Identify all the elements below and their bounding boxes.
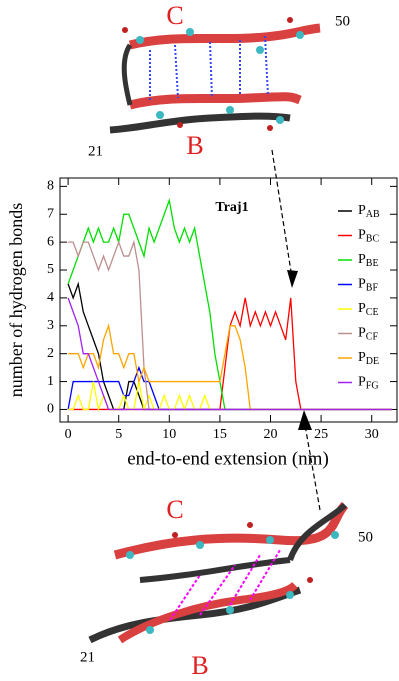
x-tick-label: 10 bbox=[162, 427, 176, 442]
series-line bbox=[68, 381, 392, 412]
legend-label: PCF bbox=[358, 326, 378, 343]
arrow-top bbox=[271, 149, 293, 279]
legend-label: PCE bbox=[358, 301, 379, 318]
x-axis-label: end-to-end extension (nm) bbox=[127, 448, 329, 469]
y-tick-label: 2 bbox=[47, 346, 54, 361]
series-line bbox=[67, 297, 392, 411]
series-line bbox=[68, 323, 392, 411]
label: C bbox=[166, 495, 183, 524]
structure-labels: C 50 21 B C 50 21 B bbox=[80, 1, 373, 680]
label: B bbox=[186, 131, 203, 160]
legend-label: PFG bbox=[358, 375, 379, 392]
series-line bbox=[67, 365, 392, 411]
structure-top bbox=[109, 17, 321, 134]
x-tick-label: 0 bbox=[65, 427, 72, 442]
y-tick-label: 8 bbox=[47, 179, 54, 194]
legend-label: PBC bbox=[358, 228, 379, 245]
x-tick-label: 25 bbox=[314, 427, 328, 442]
x-tick-label: 30 bbox=[365, 427, 379, 442]
structure-bottom bbox=[88, 501, 349, 644]
label: 50 bbox=[335, 13, 350, 29]
legend-label: PDE bbox=[358, 350, 379, 367]
label: 21 bbox=[88, 143, 103, 159]
plot-frame bbox=[59, 177, 398, 423]
x-tick-label: 20 bbox=[263, 427, 277, 442]
legend-label: PBF bbox=[358, 277, 378, 294]
y-axis-label: number of hydrogen bonds bbox=[6, 203, 26, 397]
series-line bbox=[67, 281, 392, 411]
legend-label: PBE bbox=[358, 252, 379, 269]
y-tick-label: 7 bbox=[47, 206, 54, 221]
y-tick-label: 1 bbox=[47, 374, 54, 389]
y-tick-label: 4 bbox=[47, 290, 54, 305]
y-tick-label: 6 bbox=[47, 234, 54, 249]
y-tick-label: 3 bbox=[47, 318, 54, 333]
series-line bbox=[67, 197, 392, 411]
arrowhead-bottom bbox=[298, 410, 312, 430]
arrowhead-top bbox=[287, 270, 298, 288]
label: B bbox=[191, 651, 208, 680]
x-tick-label: 15 bbox=[213, 427, 227, 442]
arrow-bottom bbox=[304, 424, 321, 511]
y-tick-label: 5 bbox=[47, 262, 54, 277]
label: 21 bbox=[80, 649, 95, 665]
annotation: Traj1 bbox=[215, 200, 248, 215]
label: 50 bbox=[358, 529, 373, 545]
label: C bbox=[166, 1, 183, 30]
x-tick-label: 5 bbox=[115, 427, 122, 442]
y-tick-label: 0 bbox=[47, 402, 54, 417]
legend-label: PAB bbox=[358, 203, 380, 220]
